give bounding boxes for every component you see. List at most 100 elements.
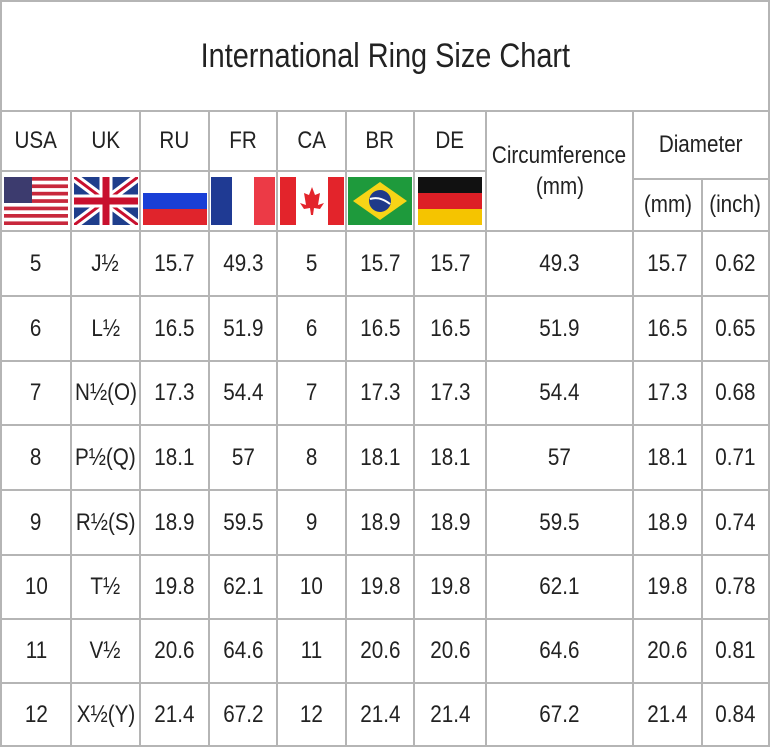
table-cell-text: 19.8 bbox=[359, 573, 401, 601]
canada-flag-icon bbox=[279, 177, 344, 225]
table-cell-text: 67.2 bbox=[539, 700, 580, 728]
table-cell-text: 20.6 bbox=[154, 637, 195, 665]
table-cell-text: 6 bbox=[30, 314, 42, 342]
table-cell: 17.3 bbox=[634, 362, 703, 426]
uk-flag-icon bbox=[73, 177, 138, 225]
table-cell-text: 18.1 bbox=[647, 443, 688, 471]
table-cell: 0.74 bbox=[703, 491, 770, 556]
table-cell: 21.4 bbox=[347, 684, 415, 747]
table-cell: 49.3 bbox=[487, 232, 634, 297]
table-cell-text: 8 bbox=[30, 443, 42, 471]
table-cell: 15.7 bbox=[141, 232, 210, 297]
table-cell: 15.7 bbox=[634, 232, 703, 297]
table-cell: 10 bbox=[278, 556, 347, 620]
table-cell-text: 17.3 bbox=[359, 379, 401, 407]
table-cell-text: 18.1 bbox=[359, 443, 401, 471]
table-cell: 11 bbox=[0, 620, 72, 684]
table-cell: 11 bbox=[278, 620, 347, 684]
table-cell: 6 bbox=[0, 297, 72, 362]
flag-cell-usa bbox=[0, 172, 72, 232]
table-cell-text: V½ bbox=[90, 637, 121, 665]
table-cell-text: 18.9 bbox=[154, 508, 195, 536]
table-cell-text: 59.5 bbox=[222, 508, 264, 536]
table-cell-text: 7 bbox=[30, 379, 42, 407]
table-cell-text: 54.4 bbox=[222, 379, 264, 407]
header-ca: CA bbox=[278, 112, 347, 172]
table-cell: 64.6 bbox=[487, 620, 634, 684]
table-cell: 20.6 bbox=[415, 620, 487, 684]
table-cell: 7 bbox=[0, 362, 72, 426]
table-cell-text: 19.8 bbox=[154, 573, 195, 601]
header-diameter: Diameter bbox=[634, 112, 770, 180]
table-cell: 10 bbox=[0, 556, 72, 620]
table-cell-text: 20.6 bbox=[647, 637, 688, 665]
table-cell-text: 0.81 bbox=[715, 637, 756, 665]
flag-cell-fr bbox=[210, 172, 278, 232]
table-cell-text: 51.9 bbox=[222, 314, 264, 342]
table-cell: 9 bbox=[0, 491, 72, 556]
table-cell: 18.9 bbox=[347, 491, 415, 556]
table-cell-text: 67.2 bbox=[222, 700, 264, 728]
table-cell-text: 10 bbox=[300, 573, 323, 601]
table-cell: 0.78 bbox=[703, 556, 770, 620]
table-cell-text: 59.5 bbox=[539, 508, 580, 536]
header-diameter-mm: (mm) bbox=[634, 180, 703, 232]
table-cell-text: 18.1 bbox=[154, 443, 195, 471]
table-cell: R½(S) bbox=[72, 491, 141, 556]
table-cell-text: 57 bbox=[231, 443, 255, 471]
table-cell: 16.5 bbox=[347, 297, 415, 362]
table-cell: X½(Y) bbox=[72, 684, 141, 747]
table-cell-text: 16.5 bbox=[154, 314, 195, 342]
table-cell: 18.9 bbox=[141, 491, 210, 556]
table-cell: 62.1 bbox=[487, 556, 634, 620]
table-cell: L½ bbox=[72, 297, 141, 362]
table-cell-text: 18.1 bbox=[429, 443, 471, 471]
table-cell-text: 16.5 bbox=[647, 314, 688, 342]
table-cell: 19.8 bbox=[347, 556, 415, 620]
table-cell: 0.65 bbox=[703, 297, 770, 362]
table-cell-text: 20.6 bbox=[429, 637, 471, 665]
table-cell-text: 15.7 bbox=[429, 249, 471, 277]
table-cell: 7 bbox=[278, 362, 347, 426]
header-diameter-mm-text: (mm) bbox=[643, 191, 692, 219]
table-cell: 20.6 bbox=[634, 620, 703, 684]
table-cell-text: 16.5 bbox=[359, 314, 401, 342]
table-cell: 57 bbox=[487, 426, 634, 491]
table-cell: 0.68 bbox=[703, 362, 770, 426]
table-cell: 49.3 bbox=[210, 232, 278, 297]
table-cell-text: 57 bbox=[548, 443, 571, 471]
table-cell: 15.7 bbox=[415, 232, 487, 297]
table-cell-text: R½(S) bbox=[75, 508, 136, 536]
table-cell-text: 49.3 bbox=[222, 249, 264, 277]
table-cell: 0.81 bbox=[703, 620, 770, 684]
header-ru-text: RU bbox=[159, 127, 190, 155]
flag-cell-uk bbox=[72, 172, 141, 232]
header-fr: FR bbox=[210, 112, 278, 172]
table-cell: 17.3 bbox=[141, 362, 210, 426]
table-cell: 16.5 bbox=[415, 297, 487, 362]
table-cell: N½(O) bbox=[72, 362, 141, 426]
circumference-label-group: Circumference (mm) bbox=[481, 140, 637, 202]
table-cell-text: X½(Y) bbox=[76, 700, 135, 728]
table-cell-text: 21.4 bbox=[647, 700, 688, 728]
header-uk-text: UK bbox=[91, 127, 120, 155]
table-cell-text: 0.84 bbox=[715, 700, 756, 728]
table-cell-text: 0.62 bbox=[715, 249, 756, 277]
table-cell-text: 15.7 bbox=[359, 249, 401, 277]
table-cell-text: 8 bbox=[305, 443, 318, 471]
table-cell-text: 10 bbox=[24, 573, 48, 601]
table-cell: 0.84 bbox=[703, 684, 770, 747]
table-cell: 18.1 bbox=[415, 426, 487, 491]
table-cell: 19.8 bbox=[141, 556, 210, 620]
table-cell: 21.4 bbox=[141, 684, 210, 747]
table-cell: 19.8 bbox=[634, 556, 703, 620]
table-cell-text: 15.7 bbox=[154, 249, 195, 277]
table-cell-text: 18.9 bbox=[647, 508, 688, 536]
table-cell-text: 9 bbox=[30, 508, 42, 536]
header-ru: RU bbox=[141, 112, 210, 172]
table-cell: 8 bbox=[278, 426, 347, 491]
table-cell-text: 19.8 bbox=[429, 573, 471, 601]
table-cell: P½(Q) bbox=[72, 426, 141, 491]
table-cell: 57 bbox=[210, 426, 278, 491]
table-cell-text: J½ bbox=[91, 249, 120, 277]
